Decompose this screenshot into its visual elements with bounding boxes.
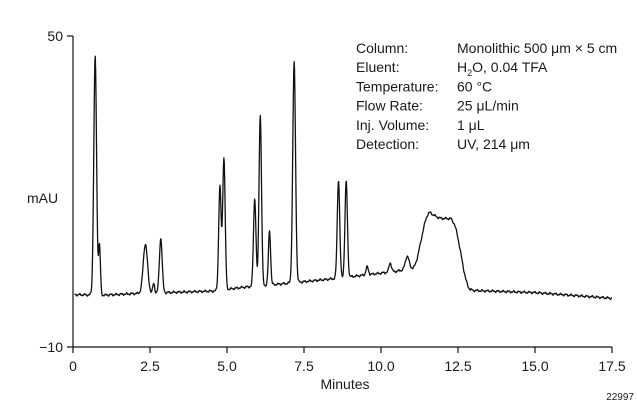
x-tick-label-0: 0 xyxy=(69,358,77,374)
condition-label-1: Eluent: xyxy=(356,59,400,75)
chromatogram-trace xyxy=(74,55,613,301)
condition-value-4: 1 μL xyxy=(457,117,485,133)
y-tick-label-1: −10 xyxy=(39,339,63,355)
condition-value-2: 60 °C xyxy=(457,78,492,94)
y-tick-label-0: 50 xyxy=(47,28,63,44)
condition-value-1-sub: 2 xyxy=(467,68,472,78)
condition-value-1-post: O, 0.04 TFA xyxy=(472,59,548,75)
x-tick-label-7: 17.5 xyxy=(598,358,625,374)
condition-value-1-pre: H xyxy=(457,59,467,75)
x-tick-label-6: 15.0 xyxy=(521,358,548,374)
y-ticks: 50 −10 xyxy=(39,28,73,355)
condition-label-3: Flow Rate: xyxy=(356,98,423,114)
x-ticks: 0 2.5 5.0 7.5 10.0 12.5 15.0 17.5 xyxy=(69,347,626,374)
condition-value-0: Monolithic 500 μm × 5 cm xyxy=(457,40,617,56)
condition-label-5: Detection: xyxy=(356,136,419,152)
condition-label-2: Temperature: xyxy=(356,78,438,94)
y-axis-label: mAU xyxy=(27,190,58,206)
condition-value-5: UV, 214 μm xyxy=(457,136,530,152)
condition-value-3: 25 μL/min xyxy=(457,98,519,114)
x-tick-label-2: 5.0 xyxy=(217,358,237,374)
condition-value-1: H2O, 0.04 TFA xyxy=(457,59,548,78)
figure-id: 22997 xyxy=(606,392,634,403)
x-axis-label: Minutes xyxy=(320,376,369,392)
x-tick-label-3: 7.5 xyxy=(294,358,314,374)
x-tick-label-1: 2.5 xyxy=(140,358,160,374)
condition-label-4: Inj. Volume: xyxy=(356,117,429,133)
x-tick-label-5: 12.5 xyxy=(444,358,471,374)
x-tick-label-4: 10.0 xyxy=(367,358,394,374)
condition-label-0: Column: xyxy=(356,40,408,56)
